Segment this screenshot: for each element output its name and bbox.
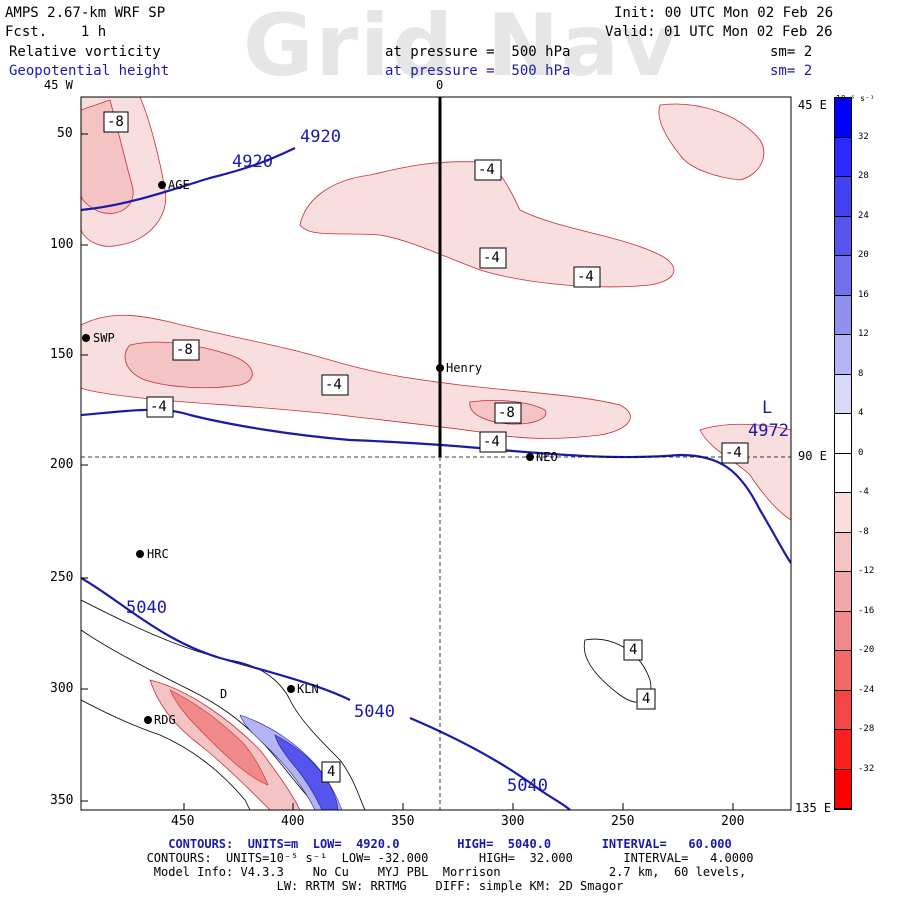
lon-label-0: 0 (436, 78, 444, 92)
colorbar-segment (835, 611, 851, 651)
vort-label-13: 4 (327, 764, 336, 780)
station-age: AGE (168, 178, 190, 192)
colorbar-tick-label: 0 (858, 447, 864, 458)
vort-label-8: -8 (498, 405, 515, 421)
footer-physics: LW: RRTM SW: RRTMG DIFF: simple KM: 2D S… (276, 879, 624, 893)
model-title: AMPS 2.67-km WRF SP (5, 5, 166, 21)
lon-label-45e: 45 E (798, 98, 827, 112)
vort-label-2: -4 (478, 162, 495, 178)
footer-model-info: Model Info: V4.3.3 No Cu MYJ PBL Morriso… (153, 865, 747, 879)
colorbar-tick-label: 28 (858, 171, 869, 181)
colorbar-tick-label: -8 (858, 526, 869, 537)
colorbar-tick-label: 4 (858, 408, 864, 418)
y-tick-200: 200 (50, 457, 74, 472)
colorbar-tick-label: 12 (858, 329, 869, 339)
vort-label-11: 4 (629, 642, 638, 658)
colorbar-tick-label: -12 (858, 566, 875, 576)
watermark: Grid Nav (243, 0, 680, 96)
x-tick-400: 400 (281, 814, 305, 829)
colorbar-unit: 10⁻⁵ s⁻¹ (836, 94, 875, 103)
pressure-level-1: at pressure = 500 hPa (385, 44, 571, 60)
smoothing-2: sm= 2 (770, 63, 813, 79)
x-tick-350: 350 (391, 814, 415, 829)
x-tick-250: 250 (611, 814, 635, 829)
station-rdg: RDG (154, 713, 176, 727)
colorbar-segment (835, 769, 851, 809)
height-label-5040-a: 5040 (126, 598, 167, 618)
x-tick-450: 450 (171, 814, 195, 829)
forecast-hour: Fcst. 1 h (5, 24, 107, 40)
colorbar-segment (835, 690, 851, 730)
low-marker: L (762, 398, 773, 418)
footer-contours-height: CONTOURS: UNITS=m LOW= 4920.0 HIGH= 5040… (168, 837, 732, 851)
colorbar-segment (835, 335, 851, 375)
station-neo: NEO (536, 450, 558, 464)
smoothing-1: sm= 2 (770, 44, 813, 60)
footer-contours-vorticity: CONTOURS: UNITS=10⁻⁵ s⁻¹ LOW= -32.000 HI… (146, 851, 754, 865)
colorbar-tick-label: -28 (858, 724, 875, 734)
y-tick-50: 50 (57, 126, 73, 141)
vort-label-1: -8 (107, 114, 124, 130)
vort-label-10: -4 (725, 445, 742, 461)
colorbar-tick-label: -16 (858, 605, 875, 616)
colorbar-segment (835, 414, 851, 454)
colorbar-tick-label: -20 (858, 645, 875, 655)
colorbar-tick-label: -4 (858, 487, 869, 497)
colorbar-tick-label: 16 (858, 289, 869, 300)
colorbar-segment (835, 216, 851, 256)
vort-label-6: -4 (325, 377, 342, 393)
init-time: Init: 00 UTC Mon 02 Feb 26 (614, 5, 834, 21)
y-tick-100: 100 (50, 237, 74, 252)
station-hrc: HRC (147, 547, 169, 561)
colorbar-segment (835, 177, 851, 217)
vort-label-3: -4 (483, 250, 500, 266)
x-tick-300: 300 (501, 814, 525, 829)
colorbar-tick-label: -24 (858, 684, 875, 695)
colorbar-segment (835, 532, 851, 572)
colorbar-segment (835, 256, 851, 296)
height-label-5040-b: 5040 (354, 702, 395, 722)
lon-label-45w: 45 W (44, 78, 73, 92)
vort-label-7: -4 (150, 399, 167, 415)
colorbar-segment (835, 98, 851, 138)
x-tick-200: 200 (721, 814, 745, 829)
colorbar-tick-label: 32 (858, 131, 869, 142)
vort-label-9: -4 (483, 434, 500, 450)
y-tick-300: 300 (50, 681, 74, 696)
valid-time: Valid: 01 UTC Mon 02 Feb 26 (605, 24, 833, 40)
y-tick-150: 150 (50, 347, 74, 362)
station-kln: KLN (297, 682, 319, 696)
height-label-4920-a: 4920 (300, 127, 341, 147)
lon-label-90e: 90 E (798, 449, 827, 463)
colorbar-segment (835, 137, 851, 177)
vort-label-4: -4 (577, 269, 594, 285)
colorbar (834, 97, 852, 810)
height-label-4972: 4972 (748, 421, 789, 441)
colorbar-segment (835, 730, 851, 770)
height-label-5040-c: 5040 (507, 776, 548, 796)
pressure-level-2: at pressure = 500 hPa (385, 63, 571, 79)
vort-label-5: -8 (176, 342, 193, 358)
colorbar-segment (835, 453, 851, 493)
colorbar-tick-label: -32 (858, 763, 875, 774)
y-tick-250: 250 (50, 570, 74, 585)
colorbar-segment (835, 295, 851, 335)
y-tick-350: 350 (50, 793, 74, 808)
vort-label-12: 4 (642, 691, 651, 707)
colorbar-segment (835, 493, 851, 533)
colorbar-tick-label: 24 (858, 210, 869, 221)
contour-marker-d: D (220, 687, 228, 701)
field-name: Relative vorticity (9, 44, 161, 60)
station-swp: SWP (93, 331, 115, 345)
height-label-4920-b: 4920 (232, 152, 273, 172)
colorbar-segment (835, 374, 851, 414)
colorbar-tick-label: 8 (858, 368, 864, 379)
lon-label-135e: 135 E (795, 801, 832, 815)
colorbar-segment (835, 651, 851, 691)
station-henry: Henry (446, 361, 483, 375)
field-name-2: Geopotential height (9, 63, 170, 79)
colorbar-segment (835, 572, 851, 612)
colorbar-tick-label: 20 (858, 250, 869, 260)
